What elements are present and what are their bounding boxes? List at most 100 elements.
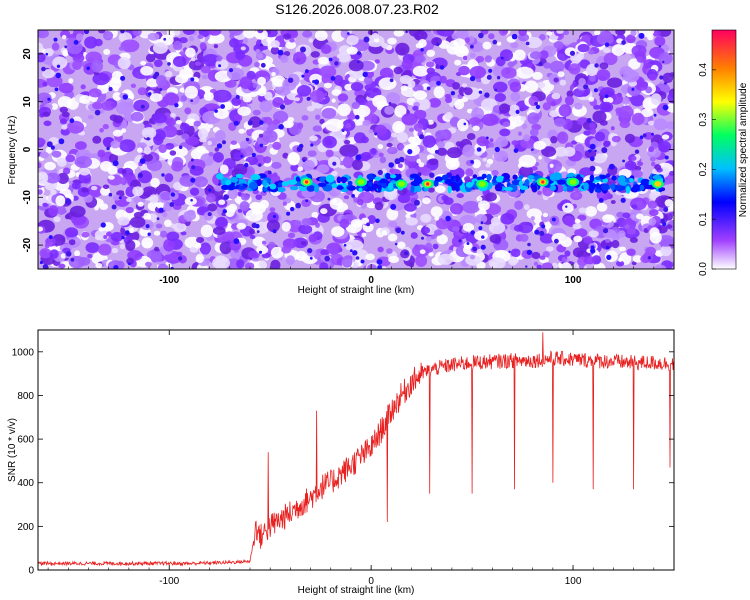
noise-blob: [393, 30, 405, 37]
noise-blob: [292, 51, 307, 65]
noise-speckle: [190, 177, 196, 183]
noise-speckle: [223, 194, 230, 201]
noise-blob: [228, 30, 243, 36]
noise-blob: [147, 32, 160, 41]
band-blob: [248, 181, 258, 190]
noise-speckle: [272, 214, 277, 219]
noise-blob: [561, 256, 567, 263]
noise-blob: [583, 130, 591, 136]
noise-blob: [281, 221, 291, 232]
noise-blob: [38, 162, 42, 169]
noise-blob: [87, 253, 93, 259]
noise-blob: [219, 241, 232, 255]
noise-blob: [343, 195, 350, 200]
noise-blob: [173, 30, 181, 36]
noise-blob: [329, 197, 344, 210]
noise-blob: [302, 30, 313, 38]
noise-blob: [214, 185, 223, 192]
noise-blob: [603, 140, 610, 148]
spectrogram-xlabel: Height of straight line (km): [298, 285, 415, 296]
noise-blob: [594, 131, 606, 142]
noise-blob: [263, 156, 272, 164]
colorbar-gradient: [711, 29, 737, 270]
noise-blob: [61, 209, 67, 214]
noise-speckle: [50, 145, 55, 150]
noise-speckle: [56, 64, 61, 69]
noise-blob: [224, 231, 234, 241]
y-tick-label: 400: [17, 478, 34, 489]
noise-blob: [654, 36, 666, 47]
noise-blob: [92, 101, 103, 110]
noise-blob: [618, 230, 626, 238]
band-blob: [618, 175, 626, 184]
noise-blob: [213, 226, 226, 235]
noise-blob: [271, 161, 282, 169]
noise-blob: [239, 201, 250, 212]
noise-speckle: [551, 217, 556, 222]
noise-blob: [401, 59, 413, 70]
noise-speckle: [154, 71, 160, 77]
noise-speckle: [42, 264, 49, 269]
band-blob: [602, 178, 609, 183]
noise-blob: [537, 190, 542, 196]
noise-speckle: [313, 79, 320, 85]
noise-blob: [482, 157, 487, 162]
noise-speckle: [65, 251, 72, 257]
noise-blob: [648, 73, 657, 81]
noise-blob: [181, 133, 190, 140]
noise-blob: [119, 243, 126, 250]
noise-speckle: [525, 41, 530, 46]
noise-blob: [331, 226, 345, 238]
noise-speckle: [631, 87, 635, 91]
noise-blob: [270, 259, 281, 269]
noise-blob: [488, 222, 506, 234]
noise-blob: [519, 233, 529, 242]
y-tick-label: -10: [22, 190, 33, 205]
noise-blob: [331, 89, 342, 96]
noise-speckle: [638, 32, 645, 39]
noise-speckle: [332, 161, 337, 166]
band-blob: [368, 181, 373, 187]
noise-blob: [312, 125, 323, 132]
noise-speckle: [53, 37, 58, 42]
noise-blob: [432, 243, 439, 250]
noise-blob: [404, 203, 417, 212]
snr-ylabel: SNR (10 * v/v): [7, 418, 18, 482]
noise-blob: [428, 252, 434, 257]
band-blob: [366, 173, 375, 181]
noise-speckle: [466, 242, 470, 245]
band-blob: [235, 173, 244, 179]
noise-blob: [160, 230, 168, 238]
noise-blob: [118, 46, 125, 51]
hotspot-mid: [654, 181, 662, 187]
noise-blob: [496, 136, 509, 148]
noise-blob: [344, 139, 351, 145]
noise-speckle: [106, 146, 110, 151]
noise-blob: [195, 145, 207, 154]
noise-speckle: [377, 265, 382, 269]
noise-speckle: [541, 224, 546, 229]
noise-blob: [667, 91, 674, 104]
noise-blob: [658, 52, 673, 65]
noise-speckle: [233, 120, 239, 126]
noise-blob: [72, 53, 85, 63]
noise-blob: [230, 140, 237, 145]
noise-blob: [527, 112, 540, 125]
noise-speckle: [300, 46, 306, 53]
noise-blob: [169, 150, 177, 156]
noise-blob: [170, 112, 176, 118]
noise-speckle: [405, 30, 408, 34]
noise-speckle: [534, 229, 540, 235]
noise-speckle: [492, 39, 498, 45]
band-blob: [374, 176, 382, 181]
noise-blob: [648, 217, 657, 226]
noise-speckle: [357, 60, 360, 64]
noise-blob: [533, 140, 547, 150]
noise-blob: [523, 134, 531, 142]
noise-speckle: [531, 148, 534, 152]
noise-blob: [45, 146, 53, 154]
noise-speckle: [375, 218, 380, 224]
noise-blob: [610, 200, 616, 204]
noise-blob: [214, 147, 219, 152]
band-blob: [325, 174, 335, 183]
